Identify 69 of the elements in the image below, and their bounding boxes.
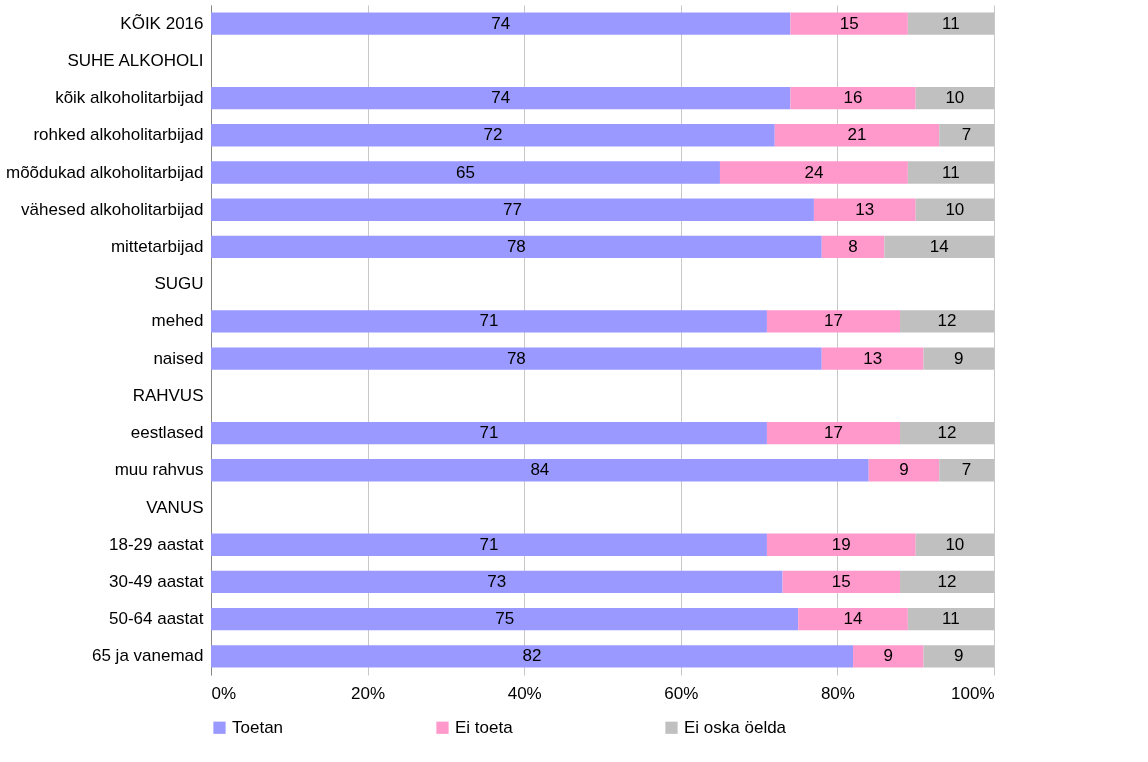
data-label: 71 <box>479 423 499 443</box>
y-tick-label: KÕIK 2016 <box>120 13 204 33</box>
y-tick-label: 18-29 aastat <box>108 534 204 554</box>
data-label: 15 <box>839 13 859 33</box>
x-tick-label: 0% <box>211 683 237 703</box>
data-label: 13 <box>863 348 883 368</box>
data-label: 10 <box>945 88 965 108</box>
data-label: 73 <box>487 571 507 591</box>
y-tick-label: 65 ja vanemad <box>91 646 204 666</box>
data-label: 8 <box>848 236 858 256</box>
y-tick-label: 30-49 aastat <box>108 571 204 591</box>
data-label: 71 <box>479 534 499 554</box>
data-label: 7 <box>961 125 972 145</box>
legend-label: Ei oska öelda <box>684 717 787 737</box>
x-tick-label: 20% <box>351 683 386 703</box>
data-label: 78 <box>506 236 526 256</box>
data-label: 14 <box>843 609 863 629</box>
data-label: 10 <box>945 534 965 554</box>
y-tick-label: kõik alkoholitarbijad <box>55 88 204 108</box>
legend-label: Toetan <box>232 717 284 737</box>
y-tick-label: mittetarbijad <box>110 236 204 256</box>
data-label: 75 <box>495 609 515 629</box>
data-label: 74 <box>491 13 511 33</box>
data-label: 10 <box>945 199 965 219</box>
data-label: 13 <box>855 199 875 219</box>
y-tick-label: naised <box>153 348 204 368</box>
x-tick-label: 40% <box>507 683 542 703</box>
data-label: 9 <box>954 646 964 666</box>
data-label: 9 <box>954 348 964 368</box>
data-label: 7 <box>961 460 972 480</box>
y-tick-label: VANUS <box>146 497 204 517</box>
y-tick-label: rohked alkoholitarbijad <box>33 125 204 145</box>
data-label: 15 <box>831 571 851 591</box>
y-tick-label: RAHVUS <box>132 385 204 405</box>
data-label: 14 <box>929 236 949 256</box>
data-label: 74 <box>491 88 511 108</box>
legend-label: Ei toeta <box>455 717 514 737</box>
data-label: 72 <box>483 125 503 145</box>
y-tick-label: SUHE ALKOHOLI <box>67 50 204 70</box>
data-label: 9 <box>883 646 894 666</box>
data-label: 65 <box>456 162 475 182</box>
data-label: 11 <box>942 13 960 33</box>
x-tick-label: 60% <box>664 683 699 703</box>
y-tick-label: SUGU <box>154 274 204 294</box>
data-label: 24 <box>804 162 824 182</box>
data-label: 19 <box>831 534 851 554</box>
data-label: 17 <box>824 423 843 443</box>
data-label: 77 <box>502 199 522 219</box>
data-label: 71 <box>479 311 499 331</box>
data-label: 16 <box>843 88 863 108</box>
x-tick-label: 100% <box>951 683 995 703</box>
data-label: 17 <box>824 311 843 331</box>
y-tick-label: vähesed alkoholitarbijad <box>21 199 204 219</box>
y-tick-label: mehed <box>151 311 204 331</box>
data-label: 12 <box>937 423 957 443</box>
y-tick-label: eestlased <box>130 423 204 443</box>
y-tick-label: muu rahvus <box>114 460 204 480</box>
data-label: 11 <box>942 162 960 182</box>
x-tick-label: 80% <box>820 683 855 703</box>
data-label: 82 <box>522 646 542 666</box>
data-label: 12 <box>937 311 957 331</box>
data-label: 78 <box>506 348 526 368</box>
data-label: 84 <box>530 460 550 480</box>
data-label: 12 <box>937 571 957 591</box>
data-label: 21 <box>847 125 867 145</box>
y-tick-label: 50-64 aastat <box>108 609 204 629</box>
y-tick-label: mõõdukad alkoholitarbijad <box>5 162 204 182</box>
data-label: 11 <box>942 609 960 629</box>
data-label: 9 <box>899 460 909 480</box>
